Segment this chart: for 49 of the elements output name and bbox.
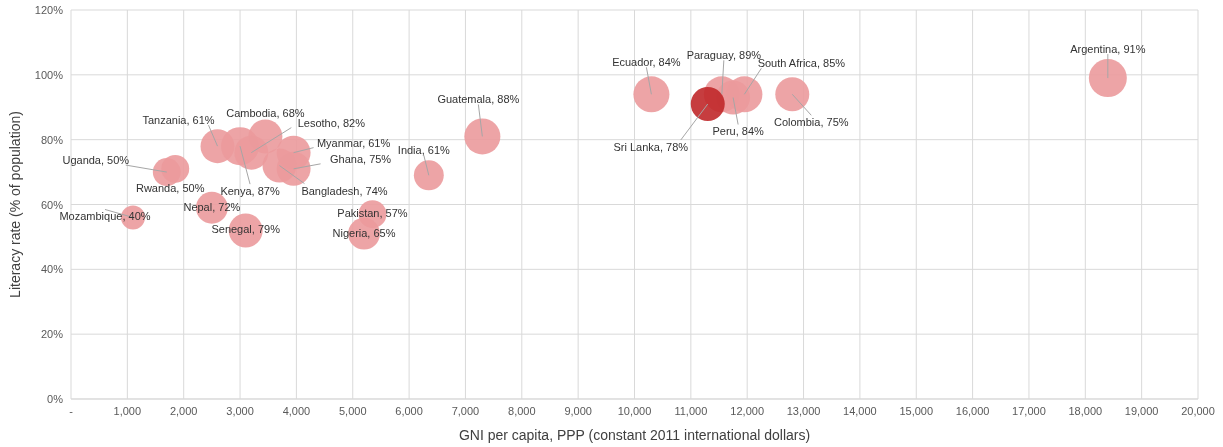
- annotation: Mozambique, 40%: [59, 210, 151, 223]
- annotation: Ecuador, 84%: [612, 56, 681, 69]
- annotation: Argentina, 91%: [1070, 42, 1146, 55]
- x-tick-label: 19,000: [1124, 405, 1159, 417]
- x-tick-label: 18,000: [1068, 405, 1103, 417]
- x-tick-label: 6,000: [395, 405, 423, 417]
- annotation: Nepal, 72%: [183, 200, 241, 213]
- y-tick-label: 80%: [40, 133, 64, 146]
- y-axis-title: Literacy rate (% of population): [7, 111, 23, 298]
- x-tick-label: 14,000: [843, 405, 877, 417]
- x-tick-label: 10,000: [617, 405, 652, 417]
- x-tick-label: -: [69, 405, 74, 417]
- x-tick-label: 13,000: [786, 405, 821, 417]
- annotation: Tanzania, 61%: [142, 114, 215, 127]
- x-tick-label: 2,000: [169, 405, 198, 417]
- annotation: India, 61%: [397, 144, 451, 157]
- x-tick-label: 20,000: [1181, 405, 1215, 417]
- x-tick-label: 16,000: [955, 405, 990, 417]
- x-tick-label: 15,000: [899, 405, 934, 417]
- annotation: Ghana, 75%: [330, 152, 392, 165]
- x-axis-title: GNI per capita, PPP (constant 2011 international dollars): [458, 427, 811, 443]
- annotation: Peru, 84%: [712, 125, 765, 138]
- annotation: Myanmar, 61%: [316, 136, 391, 149]
- x-tick-label: 11,000: [674, 405, 708, 417]
- annotation: Bangladesh, 74%: [301, 184, 388, 197]
- x-tick-label: 12,000: [730, 405, 765, 417]
- annotation: Colombia, 75%: [773, 116, 849, 129]
- y-tick-label: 120%: [34, 4, 64, 16]
- annotation: Nigeria, 65%: [332, 226, 396, 239]
- x-tick-label: 3,000: [226, 405, 254, 417]
- y-tick-label: 40%: [40, 263, 64, 276]
- annotation: Senegal, 79%: [211, 223, 281, 236]
- x-tick-label: 8,000: [508, 405, 536, 417]
- x-tick-label: 7,000: [451, 405, 480, 417]
- annotation: Kenya, 87%: [220, 185, 280, 198]
- y-tick-label: 60%: [40, 198, 64, 211]
- annotation: Sri Lanka, 78%: [613, 140, 689, 153]
- x-tick-label: 17,000: [1012, 405, 1046, 417]
- y-tick-label: 100%: [34, 68, 64, 81]
- annotation: Guatemala, 88%: [437, 93, 520, 106]
- annotation: Pakistan, 57%: [337, 207, 408, 220]
- x-tick-label: 9,000: [564, 405, 592, 417]
- x-tick-label: 1,000: [113, 405, 142, 417]
- x-tick-label: 4,000: [282, 405, 311, 417]
- annotation: Rwanda, 50%: [136, 181, 205, 194]
- x-tick-label: 5,000: [338, 405, 367, 417]
- y-tick-label: 20%: [40, 328, 64, 341]
- annotation: Uganda, 50%: [62, 153, 130, 166]
- y-tick-label: 0%: [47, 393, 64, 405]
